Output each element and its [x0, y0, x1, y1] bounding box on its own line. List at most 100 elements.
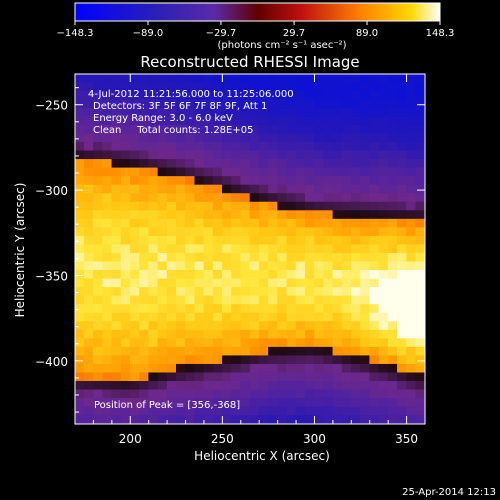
heatmap-cell	[166, 201, 177, 211]
heatmap-cell	[258, 363, 269, 374]
heatmap-cell	[277, 278, 288, 288]
heatmap-cell	[351, 176, 361, 186]
heatmap-cell	[102, 116, 113, 126]
heatmap-cell	[406, 150, 417, 160]
heatmap-cell	[176, 167, 186, 177]
heatmap-cell	[387, 415, 398, 424]
heatmap-cell	[194, 124, 205, 135]
heatmap-cell	[258, 304, 269, 314]
heatmap-cell	[83, 193, 94, 203]
heatmap-cell	[185, 398, 196, 408]
heatmap-cell	[369, 82, 380, 92]
heatmap-cell	[341, 270, 352, 280]
heatmap-cell	[203, 346, 214, 357]
heatmap-cell	[332, 107, 343, 117]
heatmap-cell	[314, 210, 324, 220]
heatmap-cell	[148, 99, 159, 109]
heatmap-cell	[212, 116, 223, 126]
heatmap-cell	[378, 244, 389, 254]
heatmap-cell	[83, 355, 94, 365]
heatmap-cell	[415, 116, 425, 126]
heatmap-cell	[304, 210, 315, 220]
heatmap-cell	[129, 363, 140, 374]
heatmap-cell	[277, 150, 288, 160]
heatmap-cell	[397, 235, 407, 246]
heatmap-cell	[378, 235, 389, 246]
heatmap-cell	[203, 218, 214, 228]
heatmap-cell	[323, 338, 334, 348]
heatmap-cell	[231, 338, 242, 348]
heatmap-cell	[83, 372, 94, 382]
heatmap-cell	[406, 167, 417, 177]
heatmap-cell	[378, 398, 389, 408]
heatmap-cell	[249, 184, 260, 194]
heatmap-cell	[185, 107, 196, 117]
heatmap-cell	[212, 415, 223, 424]
heatmap-cell	[111, 372, 122, 382]
heatmap-cell	[120, 252, 131, 263]
heatmap-cell	[176, 107, 186, 117]
heatmap-cell	[369, 363, 380, 374]
heatmap-cell	[83, 107, 94, 117]
heatmap-cell	[93, 150, 103, 160]
heatmap-cell	[286, 415, 297, 424]
heatmap-cell	[148, 304, 159, 314]
heatmap-cell	[332, 398, 343, 408]
heatmap-cell	[268, 193, 278, 203]
heatmap-cell	[323, 406, 334, 416]
heatmap-cell	[415, 389, 425, 399]
heatmap-cell	[378, 304, 389, 314]
heatmap-cell	[323, 363, 334, 374]
heatmap-cell	[157, 372, 168, 382]
heatmap-cell	[415, 346, 425, 357]
colorbar-tick-label: 148.3	[426, 28, 455, 39]
heatmap-cell	[258, 116, 269, 126]
heatmap-cell	[406, 82, 417, 92]
heatmap-cell	[185, 244, 196, 254]
heatmap-cell	[277, 99, 288, 109]
heatmap-cell	[332, 90, 343, 100]
heatmap-cell	[406, 295, 417, 305]
heatmap-cell	[102, 159, 113, 169]
heatmap-cell	[295, 261, 306, 271]
peak-position-label: Position of Peak = [356,-368]	[94, 400, 240, 411]
heatmap-cell	[231, 406, 242, 416]
heatmap-cell	[194, 406, 205, 416]
heatmap-cell	[231, 82, 242, 92]
heatmap-cell	[231, 261, 242, 271]
heatmap-cell	[222, 141, 232, 152]
heatmap-cell	[406, 244, 417, 254]
heatmap-cell	[102, 150, 113, 160]
heatmap-cell	[304, 287, 315, 297]
heatmap-cell	[286, 389, 297, 399]
heatmap-cell	[203, 210, 214, 220]
heatmap-cell	[176, 150, 186, 160]
heatmap-cell	[93, 176, 103, 186]
heatmap-cell	[240, 355, 251, 365]
heatmap-cell	[360, 107, 371, 117]
heatmap-cell	[75, 415, 85, 424]
heatmap-cell	[157, 227, 168, 237]
heatmap-cell	[203, 141, 214, 152]
heatmap-cell	[304, 270, 315, 280]
colorbar-units: (photons cm⁻² s⁻¹ asec⁻²)	[217, 40, 346, 51]
heatmap-cell	[139, 218, 149, 228]
heatmap-cell	[286, 74, 297, 83]
heatmap-cell	[120, 150, 131, 160]
heatmap-cell	[139, 227, 149, 237]
heatmap-cell	[212, 312, 223, 322]
heatmap-cell	[286, 381, 297, 391]
heatmap-cell	[212, 141, 223, 152]
heatmap-cell	[120, 159, 131, 169]
heatmap-cell	[277, 363, 288, 374]
heatmap-cell	[332, 210, 343, 220]
heatmap-cell	[212, 287, 223, 297]
heatmap-cell	[351, 304, 361, 314]
heatmap-cell	[222, 150, 232, 160]
heatmap-cell	[129, 107, 140, 117]
heatmap-cell	[304, 235, 315, 246]
heatmap-cell	[148, 244, 159, 254]
heatmap-cell	[277, 235, 288, 246]
heatmap-cell	[176, 176, 186, 186]
heatmap-cell	[360, 381, 371, 391]
